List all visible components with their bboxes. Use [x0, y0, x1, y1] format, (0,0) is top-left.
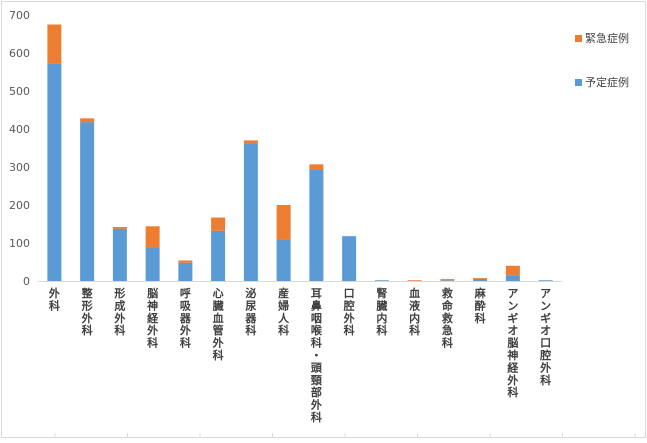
bar-segment-scheduled	[342, 236, 357, 281]
bar-segment-scheduled	[47, 63, 62, 282]
x-category-label: 泌尿器科	[244, 286, 257, 337]
x-category-label: アンギオ脳神経外科	[506, 287, 519, 399]
y-axis: 0 100 200 300 400 500 600 700	[9, 9, 30, 288]
bar-segment-emergency	[276, 205, 291, 240]
bar-segment-emergency	[473, 277, 488, 279]
bar-segment-scheduled	[145, 247, 160, 281]
bar-segment-scheduled	[211, 230, 226, 281]
bar-segment-emergency	[112, 227, 127, 229]
bar-segment-scheduled	[374, 280, 389, 282]
bar-segment-scheduled	[178, 262, 193, 281]
x-category-label: 口腔外科	[343, 287, 355, 337]
bottom-gridticks	[54, 433, 636, 437]
x-category-label: 整形外科	[81, 286, 93, 337]
x-axis-labels: 外科 整形外科 形成外科 脳神経外科 呼吸器外科 心臓血管外科 泌尿器科 産婦人科 耳鼻咽喉科・…	[48, 286, 551, 424]
bar-segment-emergency	[145, 226, 160, 248]
bar-segment-emergency	[309, 164, 324, 171]
bar-segment-scheduled	[538, 280, 553, 282]
y-tick-label: 700	[9, 9, 30, 22]
x-category-label: 脳神経外科	[146, 287, 159, 350]
x-category-label: 腎臓内科	[376, 287, 387, 337]
x-category-label: 形成外科	[113, 287, 125, 337]
x-category-label: 耳鼻咽喉科・頭頸部外科	[310, 287, 323, 424]
bar-segment-emergency	[211, 217, 226, 231]
x-category-label: 救命救急科	[441, 286, 454, 350]
bar-segment-emergency	[80, 118, 95, 123]
legend-swatch	[575, 35, 582, 42]
bar-segment-emergency	[243, 140, 258, 144]
x-category-label: 血液内科	[409, 286, 421, 337]
bar-segment-scheduled	[440, 280, 455, 282]
x-category-label: 外科	[48, 286, 60, 312]
y-tick-label: 600	[9, 47, 30, 60]
legend-swatch	[575, 79, 582, 86]
y-tick-label: 300	[9, 161, 30, 174]
bar-segment-emergency	[440, 279, 455, 281]
bar-segment-scheduled	[505, 275, 520, 281]
y-tick-label: 400	[9, 123, 30, 136]
y-tick-label: 200	[9, 199, 30, 212]
bar-segment-scheduled	[243, 143, 258, 281]
y-tick-label: 100	[9, 237, 30, 250]
x-category-label: 心臓血管外科	[212, 287, 224, 362]
bar-segment-scheduled	[80, 122, 95, 281]
legend-label: 予定症例	[585, 75, 629, 89]
bar-segment-emergency	[178, 260, 193, 263]
bar-segment-scheduled	[473, 278, 488, 281]
bar-segment-emergency	[407, 280, 422, 282]
x-category-label: 呼吸器外科	[179, 286, 192, 350]
y-tick-label: 500	[9, 85, 30, 98]
bar-segment-emergency	[47, 24, 62, 64]
bar-segment-scheduled	[309, 170, 324, 281]
bar-segment-scheduled	[112, 228, 127, 281]
bar-segment-scheduled	[276, 239, 291, 281]
legend-label: 緊急症例	[585, 31, 629, 45]
bars	[47, 24, 553, 282]
x-category-label: 麻酔科	[474, 286, 487, 325]
x-category-label: 産婦人科	[277, 286, 290, 337]
bar-segment-emergency	[505, 265, 520, 276]
y-tick-label: 0	[23, 275, 30, 288]
x-category-label: アンギオ口腔外科	[539, 287, 551, 387]
